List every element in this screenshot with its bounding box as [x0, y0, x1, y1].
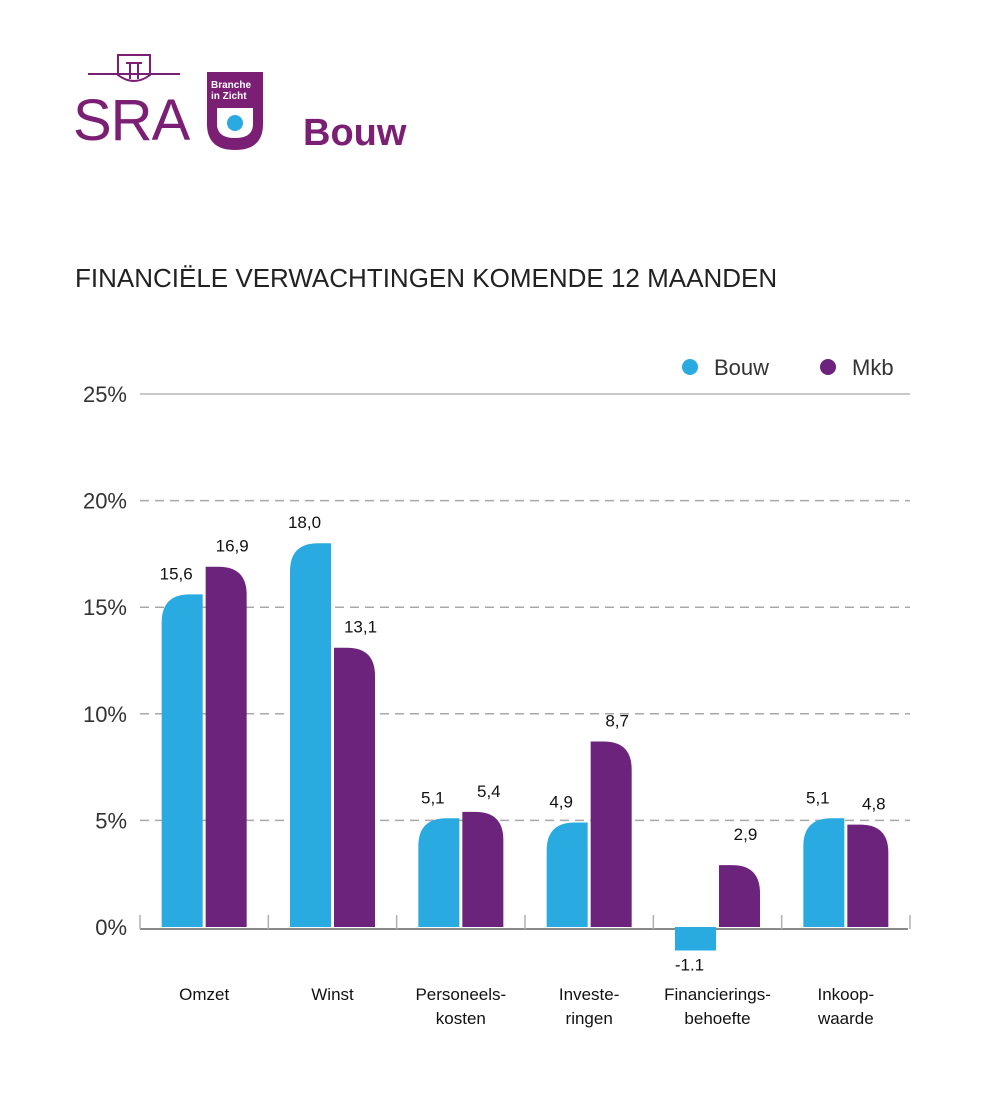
bar-mkb — [205, 566, 247, 927]
data-label: 15,6 — [160, 564, 193, 583]
category-label: Investe- — [559, 985, 619, 1004]
data-label: 5,1 — [806, 788, 830, 807]
sra-logo-emblem — [88, 54, 180, 82]
y-tick-label: 20% — [83, 489, 127, 514]
legend-label: Mkb — [852, 355, 894, 380]
badge-text: Branche in Zicht — [211, 80, 252, 102]
bar-bouw — [290, 543, 331, 927]
y-tick-label: 0% — [95, 915, 127, 940]
data-label: 8,7 — [605, 712, 629, 731]
logo-text: SRA — [73, 88, 190, 153]
bar-bouw — [803, 818, 845, 927]
branche-in-zicht-badge — [207, 72, 263, 150]
data-label: 5,1 — [421, 788, 445, 807]
data-label: 13,1 — [344, 618, 377, 637]
category-label: Financierings- — [664, 985, 771, 1004]
data-label: 4,9 — [549, 793, 573, 812]
sector-title: Bouw — [303, 112, 407, 154]
legend-marker-bouw — [682, 359, 698, 375]
bar-bouw — [418, 818, 460, 927]
y-tick-label: 15% — [83, 595, 127, 620]
y-tick-label: 25% — [83, 382, 127, 407]
category-label: Omzet — [179, 985, 229, 1004]
bar-bouw — [161, 594, 203, 927]
bar-mkb — [719, 865, 760, 927]
data-label: 2,9 — [734, 825, 758, 844]
data-label: 16,9 — [216, 537, 249, 556]
chart-title: FINANCIËLE VERWACHTINGEN KOMENDE 12 MAAN… — [75, 263, 778, 293]
y-tick-label: 10% — [83, 702, 127, 727]
category-label: waarde — [817, 1009, 874, 1028]
category-label: Personeels- — [415, 985, 506, 1004]
category-label: kosten — [436, 1009, 486, 1028]
data-label: 4,8 — [862, 795, 886, 814]
data-label: -1.1 — [675, 955, 704, 974]
bar-mkb — [847, 824, 889, 927]
category-label: Winst — [311, 985, 354, 1004]
legend-marker-mkb — [820, 359, 836, 375]
bar-mkb — [462, 811, 504, 927]
category-label: ringen — [566, 1009, 613, 1028]
y-tick-label: 5% — [95, 808, 127, 833]
bar-bouw — [546, 822, 588, 927]
legend-label: Bouw — [714, 355, 769, 380]
category-label: behoefte — [684, 1009, 750, 1028]
bar-mkb — [590, 741, 632, 927]
bar-mkb — [334, 647, 375, 927]
data-label: 18,0 — [288, 513, 321, 532]
category-label: Inkoop- — [817, 985, 874, 1004]
bar-bouw — [675, 927, 716, 951]
data-label: 5,4 — [477, 782, 501, 801]
